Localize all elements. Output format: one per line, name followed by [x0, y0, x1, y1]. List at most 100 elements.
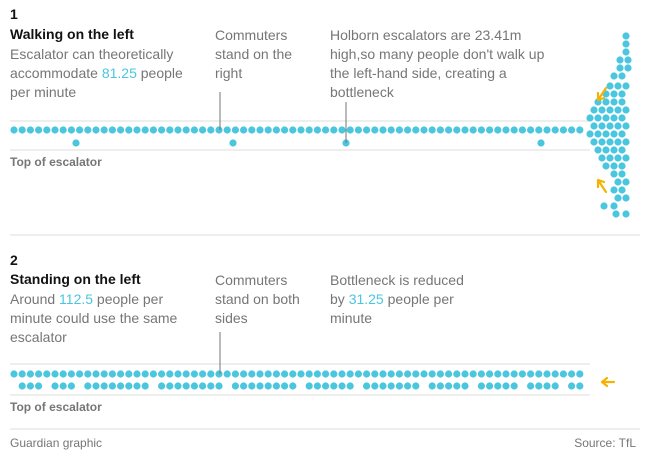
panel2-right-commuter [568, 370, 576, 378]
panel1-standing-commuter [322, 126, 330, 134]
panel1-bottleneck-crowd [622, 138, 630, 146]
panel1-standing-commuter [51, 126, 59, 134]
panel2-left-commuter [568, 382, 576, 390]
panel1-standing-commuter [551, 126, 559, 134]
panel1-description: Escalator can theoretically accommodate … [10, 46, 183, 100]
panel1-standing-commuter [18, 126, 26, 134]
panel2-left-commuter [543, 382, 551, 390]
panel2-left-commuter [182, 382, 190, 390]
panel1-standing-commuter [133, 126, 141, 134]
panel2-left-commuter [240, 382, 248, 390]
panel2-left-commuter [453, 382, 461, 390]
panel1-bottleneck-crowd [598, 154, 606, 162]
panel1-standing-commuter [43, 126, 51, 134]
panel1-bottleneck-crowd [624, 64, 632, 72]
panel2-left-commuter [281, 382, 289, 390]
panel2-right-commuter [297, 370, 305, 378]
panel1-bottleneck-crowd [610, 162, 618, 170]
arrow-icon [596, 178, 608, 194]
panel1-bottleneck-crowd [606, 138, 614, 146]
panel1-rate-value: 81.25 [101, 65, 137, 81]
panel2-left-commuter [338, 382, 346, 390]
panel2-left-commuter [190, 382, 198, 390]
panel1-standing-commuter [281, 126, 289, 134]
panel2-number: 2 [10, 252, 18, 268]
panel1-standing-commuter [141, 126, 149, 134]
panel2-left-commuter [461, 382, 469, 390]
panel1-standing-commuter [207, 126, 215, 134]
panel1-bottleneck-crowd [586, 114, 594, 122]
panel1-standing-commuter [272, 126, 280, 134]
panel1-bottleneck-crowd [618, 162, 626, 170]
panel1-bottleneck-crowd [616, 56, 624, 64]
panel1-bottleneck-crowd [622, 106, 630, 114]
panel2-right-commuter [387, 370, 395, 378]
panel1-bottleneck-crowd [602, 114, 610, 122]
panel2-left-commuter [551, 382, 559, 390]
panel2-right-commuter [436, 370, 444, 378]
panel1-bottleneck-crowd [594, 114, 602, 122]
panel2-left-commuter [387, 382, 395, 390]
panel2-left-commuter [264, 382, 272, 390]
panel2-left-commuter [215, 382, 223, 390]
panel1-standing-commuter [313, 126, 321, 134]
panel2-right-commuter [395, 370, 403, 378]
panel1-standing-commuter [527, 126, 535, 134]
panel2-right-commuter [469, 370, 477, 378]
panel1-standing-commuter [453, 126, 461, 134]
panel2-right-commuter [264, 370, 272, 378]
panel2-right-commuter [158, 370, 166, 378]
panel2-left-commuter [502, 382, 510, 390]
panel2-right-commuter [412, 370, 420, 378]
panel1-bottleneck-crowd [614, 106, 622, 114]
panel1-walking-commuter [537, 139, 545, 147]
panel1-standing-commuter [338, 126, 346, 134]
panel1-bottleneck-crowd [610, 202, 618, 210]
panel2-left-commuter [363, 382, 371, 390]
panel2-right-commuter [199, 370, 207, 378]
panel2-right-commuter [108, 370, 116, 378]
panel2-left-commuter [289, 382, 297, 390]
panel1-number: 1 [10, 6, 18, 22]
panel1-standing-commuter [305, 126, 313, 134]
panel1-standing-commuter [428, 126, 436, 134]
panel1-bottleneck-crowd [606, 106, 614, 114]
panel1-bottleneck-crowd [590, 106, 598, 114]
panel2-right-commuter [59, 370, 67, 378]
panel1-standing-commuter [92, 126, 100, 134]
panel1-standing-commuter [199, 126, 207, 134]
panel2-left-commuter [100, 382, 108, 390]
panel2-left-commuter [272, 382, 280, 390]
panel1-standing-commuter [297, 126, 305, 134]
panel1-bottleneck-crowd [606, 154, 614, 162]
panel2-right-commuter [518, 370, 527, 378]
panel1-holborn-note: Holborn escalators are 23.41m high,so ma… [330, 27, 545, 100]
panel1-bottleneck-crowd [618, 90, 626, 98]
panel1-standing-commuter [149, 126, 157, 134]
panel1-standing-commuter [404, 126, 412, 134]
panel1-standing-commuter [371, 126, 379, 134]
panel2-left-commuter [158, 382, 166, 390]
panel2-right-commuter [35, 370, 43, 378]
panel2-left-commuter [535, 382, 543, 390]
panel2-right-commuter [322, 370, 330, 378]
panel2-right-commuter [182, 370, 190, 378]
panel1-standing-commuter [248, 126, 256, 134]
panel1-standing-commuter [67, 126, 75, 134]
panel2-right-commuter [10, 370, 18, 378]
panel2-description: Around 112.5 people per minute could use… [10, 291, 178, 345]
panel1-bottleneck-crowd [614, 138, 622, 146]
panel2-right-commuter [453, 370, 461, 378]
panel1-standing-commuter [108, 126, 116, 134]
panel1-bottleneck-crowd [610, 146, 618, 154]
panel2-left-commuter [486, 382, 494, 390]
panel2-right-commuter [215, 370, 223, 378]
panel1-bottleneck-crowd [602, 130, 610, 138]
panel1-standing-commuter [387, 126, 395, 134]
panel1-bottleneck-crowd [586, 130, 594, 138]
panel1-standing-commuter [166, 126, 174, 134]
panel2-left-commuter [436, 382, 444, 390]
panel1-bottleneck-crowd [622, 40, 630, 48]
panel2-left-commuter [133, 382, 141, 390]
panel1-bottleneck-crowd [622, 210, 630, 218]
